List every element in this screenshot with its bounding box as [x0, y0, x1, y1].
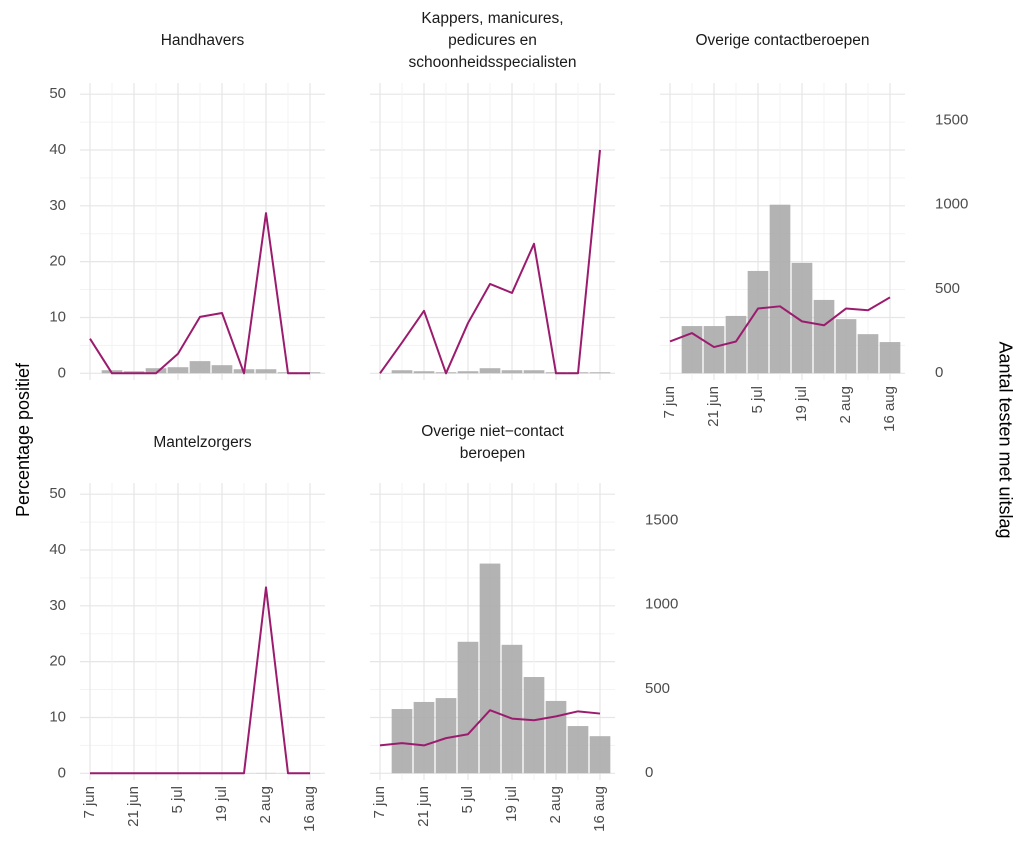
y-tick-label: 50 — [49, 485, 66, 502]
bar — [145, 368, 167, 374]
y-tick-label: 30 — [49, 197, 66, 214]
bar — [479, 368, 501, 374]
panel — [80, 83, 325, 380]
bar — [857, 334, 879, 374]
x-tick-label: 5 jul — [749, 386, 766, 414]
bar — [457, 641, 479, 774]
bar — [123, 371, 145, 374]
bar — [523, 370, 545, 374]
y-tick-label: 40 — [49, 141, 66, 158]
x-tick-label: 16 aug — [591, 786, 608, 832]
bar — [413, 701, 435, 774]
bar — [501, 644, 523, 774]
y2-tick-label: 0 — [645, 764, 653, 781]
bar — [589, 736, 611, 774]
bar — [457, 371, 479, 374]
y2-axis-title: Aantal testen met uitslag — [995, 341, 1015, 538]
bar — [413, 371, 435, 374]
x-tick-label: 2 aug — [837, 386, 854, 424]
bar — [813, 299, 835, 374]
y2-tick-label: 500 — [935, 280, 960, 297]
bar — [791, 262, 813, 374]
line — [89, 212, 310, 375]
y2-tick-label: 1500 — [935, 111, 968, 128]
x-tick-label: 21 jun — [415, 786, 432, 827]
bar — [567, 726, 589, 774]
bar — [167, 367, 189, 374]
y-tick-label: 10 — [49, 308, 66, 325]
panel-title: Mantelzorgers — [153, 434, 251, 451]
y2-tick-label: 0 — [935, 364, 943, 381]
bar — [479, 563, 501, 774]
x-tick-label: 7 jun — [371, 786, 388, 819]
y-tick-label: 20 — [49, 253, 66, 270]
bar — [211, 365, 233, 374]
x-tick-label: 19 jul — [793, 386, 810, 422]
x-tick-label: 5 jul — [459, 786, 476, 814]
bar — [747, 270, 769, 374]
x-tick-label: 21 jun — [705, 386, 722, 427]
bar — [435, 698, 457, 774]
x-tick-label: 7 jun — [81, 786, 98, 819]
bar — [703, 326, 725, 374]
line — [379, 149, 601, 375]
y-axis-title: Percentage positief — [13, 362, 33, 517]
x-tick-label: 19 jul — [213, 786, 230, 822]
x-tick-label: 2 aug — [257, 786, 274, 824]
y-tick-label: 30 — [49, 597, 66, 614]
panel-title: pedicures en — [448, 32, 537, 49]
bar — [681, 326, 703, 374]
x-tick-label: 16 aug — [881, 386, 898, 432]
line — [669, 296, 891, 349]
bar — [769, 204, 791, 374]
bar — [391, 370, 413, 374]
line — [379, 709, 601, 747]
bar — [255, 369, 277, 374]
bar — [835, 319, 857, 374]
line — [90, 586, 310, 775]
y2-tick-label: 1500 — [645, 511, 678, 528]
y2-tick-label: 1000 — [645, 596, 678, 613]
bar — [589, 372, 611, 374]
x-tick-label: 7 jun — [661, 386, 678, 419]
y-tick-label: 0 — [58, 764, 66, 781]
bar — [523, 677, 545, 774]
y-tick-label: 0 — [58, 364, 66, 381]
y2-tick-label: 1000 — [935, 196, 968, 213]
x-tick-label: 21 jun — [125, 786, 142, 827]
panel-title: Overige contactberoepen — [695, 32, 869, 49]
bar — [189, 361, 211, 374]
y-tick-label: 20 — [49, 653, 66, 670]
panel-title: Kappers, manicures, — [421, 10, 563, 27]
panel-title: beroepen — [460, 445, 526, 462]
panel-title: schoonheidsspecialisten — [408, 54, 576, 71]
x-tick-label: 2 aug — [547, 786, 564, 824]
bar — [545, 700, 567, 774]
x-tick-label: 5 jul — [169, 786, 186, 814]
bar — [391, 709, 413, 774]
bar — [725, 315, 747, 374]
x-tick-label: 16 aug — [301, 786, 318, 832]
bar — [879, 342, 901, 374]
y2-tick-label: 500 — [645, 680, 670, 697]
panel-title: Handhavers — [161, 32, 245, 49]
panel — [370, 83, 615, 380]
y-tick-label: 40 — [49, 541, 66, 558]
panel — [80, 483, 325, 780]
y-tick-label: 50 — [49, 85, 66, 102]
y-tick-label: 10 — [49, 708, 66, 725]
panel-title: Overige niet−contact — [421, 423, 564, 440]
bar — [501, 370, 523, 374]
x-tick-label: 19 jul — [503, 786, 520, 822]
